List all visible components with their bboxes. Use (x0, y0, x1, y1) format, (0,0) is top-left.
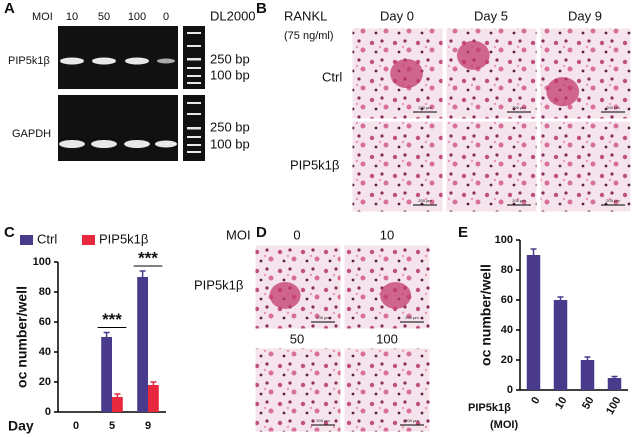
row-label: PIP5k1β (290, 157, 339, 172)
y-tick-label: 60 (39, 316, 51, 328)
scale-bar-label: 200 μm (512, 198, 526, 203)
x-tick-label: 100 (604, 395, 624, 417)
dose-label: (75 ng/ml) (284, 30, 334, 42)
x-tick-label: 50 (580, 395, 597, 412)
scale-bar-label: 200 μm (316, 315, 330, 320)
y-tick-label: 100 (33, 256, 51, 268)
y-tick-label: 0 (45, 406, 51, 418)
y-tick-label: 40 (501, 324, 513, 336)
bar (137, 277, 148, 412)
row-label: GAPDH (12, 128, 51, 140)
micrograph (539, 120, 632, 213)
column-label: Day 9 (568, 8, 602, 23)
x-tick-label: 10 (553, 395, 570, 412)
y-tick-label: 20 (501, 354, 513, 366)
giant-cell (269, 281, 301, 309)
scale-bar-label: 200 μm (316, 418, 330, 423)
legend-swatch (20, 235, 33, 245)
y-tick-label: 40 (39, 346, 51, 358)
bar (553, 300, 568, 390)
marker-label: 250 bp (210, 119, 250, 134)
scale-bar-label: 200 μm (606, 198, 620, 203)
x-tick-label: 0 (529, 395, 542, 406)
y-tick-label: 20 (39, 376, 51, 388)
column-label: Day 0 (380, 8, 414, 23)
panel-label: C (4, 224, 15, 241)
gel-image (183, 26, 205, 89)
panel-caption: 100 (376, 331, 398, 346)
y-axis-label: oc number/well (478, 264, 494, 366)
lane-label: 0 (163, 11, 169, 23)
lane-label: 10 (66, 11, 78, 23)
scale-bar-label: 200 μm (405, 315, 419, 320)
bar (101, 337, 112, 412)
column-label: Day 5 (474, 8, 508, 23)
giant-cell (380, 281, 412, 309)
scale-bar-label: 200 μm (606, 105, 620, 110)
panel-caption: 50 (290, 331, 304, 346)
moi-label: MOI (32, 11, 53, 23)
bar (112, 397, 123, 412)
bar (607, 378, 622, 390)
y-axis-label: oc number/well (14, 286, 30, 388)
giant-cell (390, 58, 423, 89)
giant-cell (456, 40, 490, 70)
micrograph (351, 120, 444, 213)
scale-bar-label: 200 μm (512, 105, 526, 110)
bar (526, 255, 541, 390)
row-label: Ctrl (322, 69, 342, 84)
scale-bar-label: 200 μm (405, 418, 419, 423)
ladder-label: DL2000 (210, 8, 256, 23)
micrograph (254, 244, 342, 330)
x-axis-label: (MOI) (490, 419, 518, 431)
panel-label: D (256, 224, 267, 241)
annotation: *** (102, 310, 122, 329)
legend-label: PIP5k1β (99, 231, 148, 246)
x-axis-label: Day (8, 418, 34, 434)
y-tick-label: 0 (507, 384, 513, 396)
moi-label: MOI (226, 227, 251, 242)
marker-label: 250 bp (210, 51, 250, 66)
bar (580, 360, 595, 390)
treatment-label: RANKL (284, 8, 327, 23)
legend-swatch (82, 235, 95, 245)
micrograph (445, 27, 538, 120)
y-tick-label: 80 (39, 286, 51, 298)
bar (148, 385, 159, 412)
row-label: PIP5k1β (8, 55, 50, 67)
x-axis-label: PIP5k1β (468, 402, 511, 414)
panel-label: E (458, 224, 468, 241)
x-tick-label: 5 (109, 420, 115, 432)
panel-caption: 10 (380, 227, 394, 242)
marker-label: 100 bp (210, 136, 250, 151)
lane-label: 100 (128, 11, 146, 23)
y-tick-label: 100 (495, 234, 513, 246)
giant-cell (546, 77, 580, 107)
annotation: *** (138, 248, 158, 267)
legend-label: Ctrl (37, 231, 57, 246)
panel-caption: 0 (293, 227, 300, 242)
scale-bar-label: 200 μm (418, 105, 432, 110)
gel-image (58, 26, 178, 89)
micrograph (343, 347, 431, 433)
y-tick-label: 80 (501, 264, 513, 276)
row-label: PIP5k1β (194, 277, 243, 292)
x-tick-label: 0 (73, 420, 79, 432)
gel-bands (59, 32, 201, 153)
gel-image (58, 95, 178, 161)
lane-label: 50 (98, 11, 110, 23)
y-tick-label: 60 (501, 294, 513, 306)
panel-label: B (256, 0, 267, 17)
scale-bar-label: 200 μm (418, 198, 432, 203)
micrograph (445, 120, 538, 213)
micrograph (254, 347, 342, 433)
x-tick-label: 9 (145, 420, 151, 432)
panel-label: A (4, 0, 15, 17)
marker-label: 100 bp (210, 67, 250, 82)
